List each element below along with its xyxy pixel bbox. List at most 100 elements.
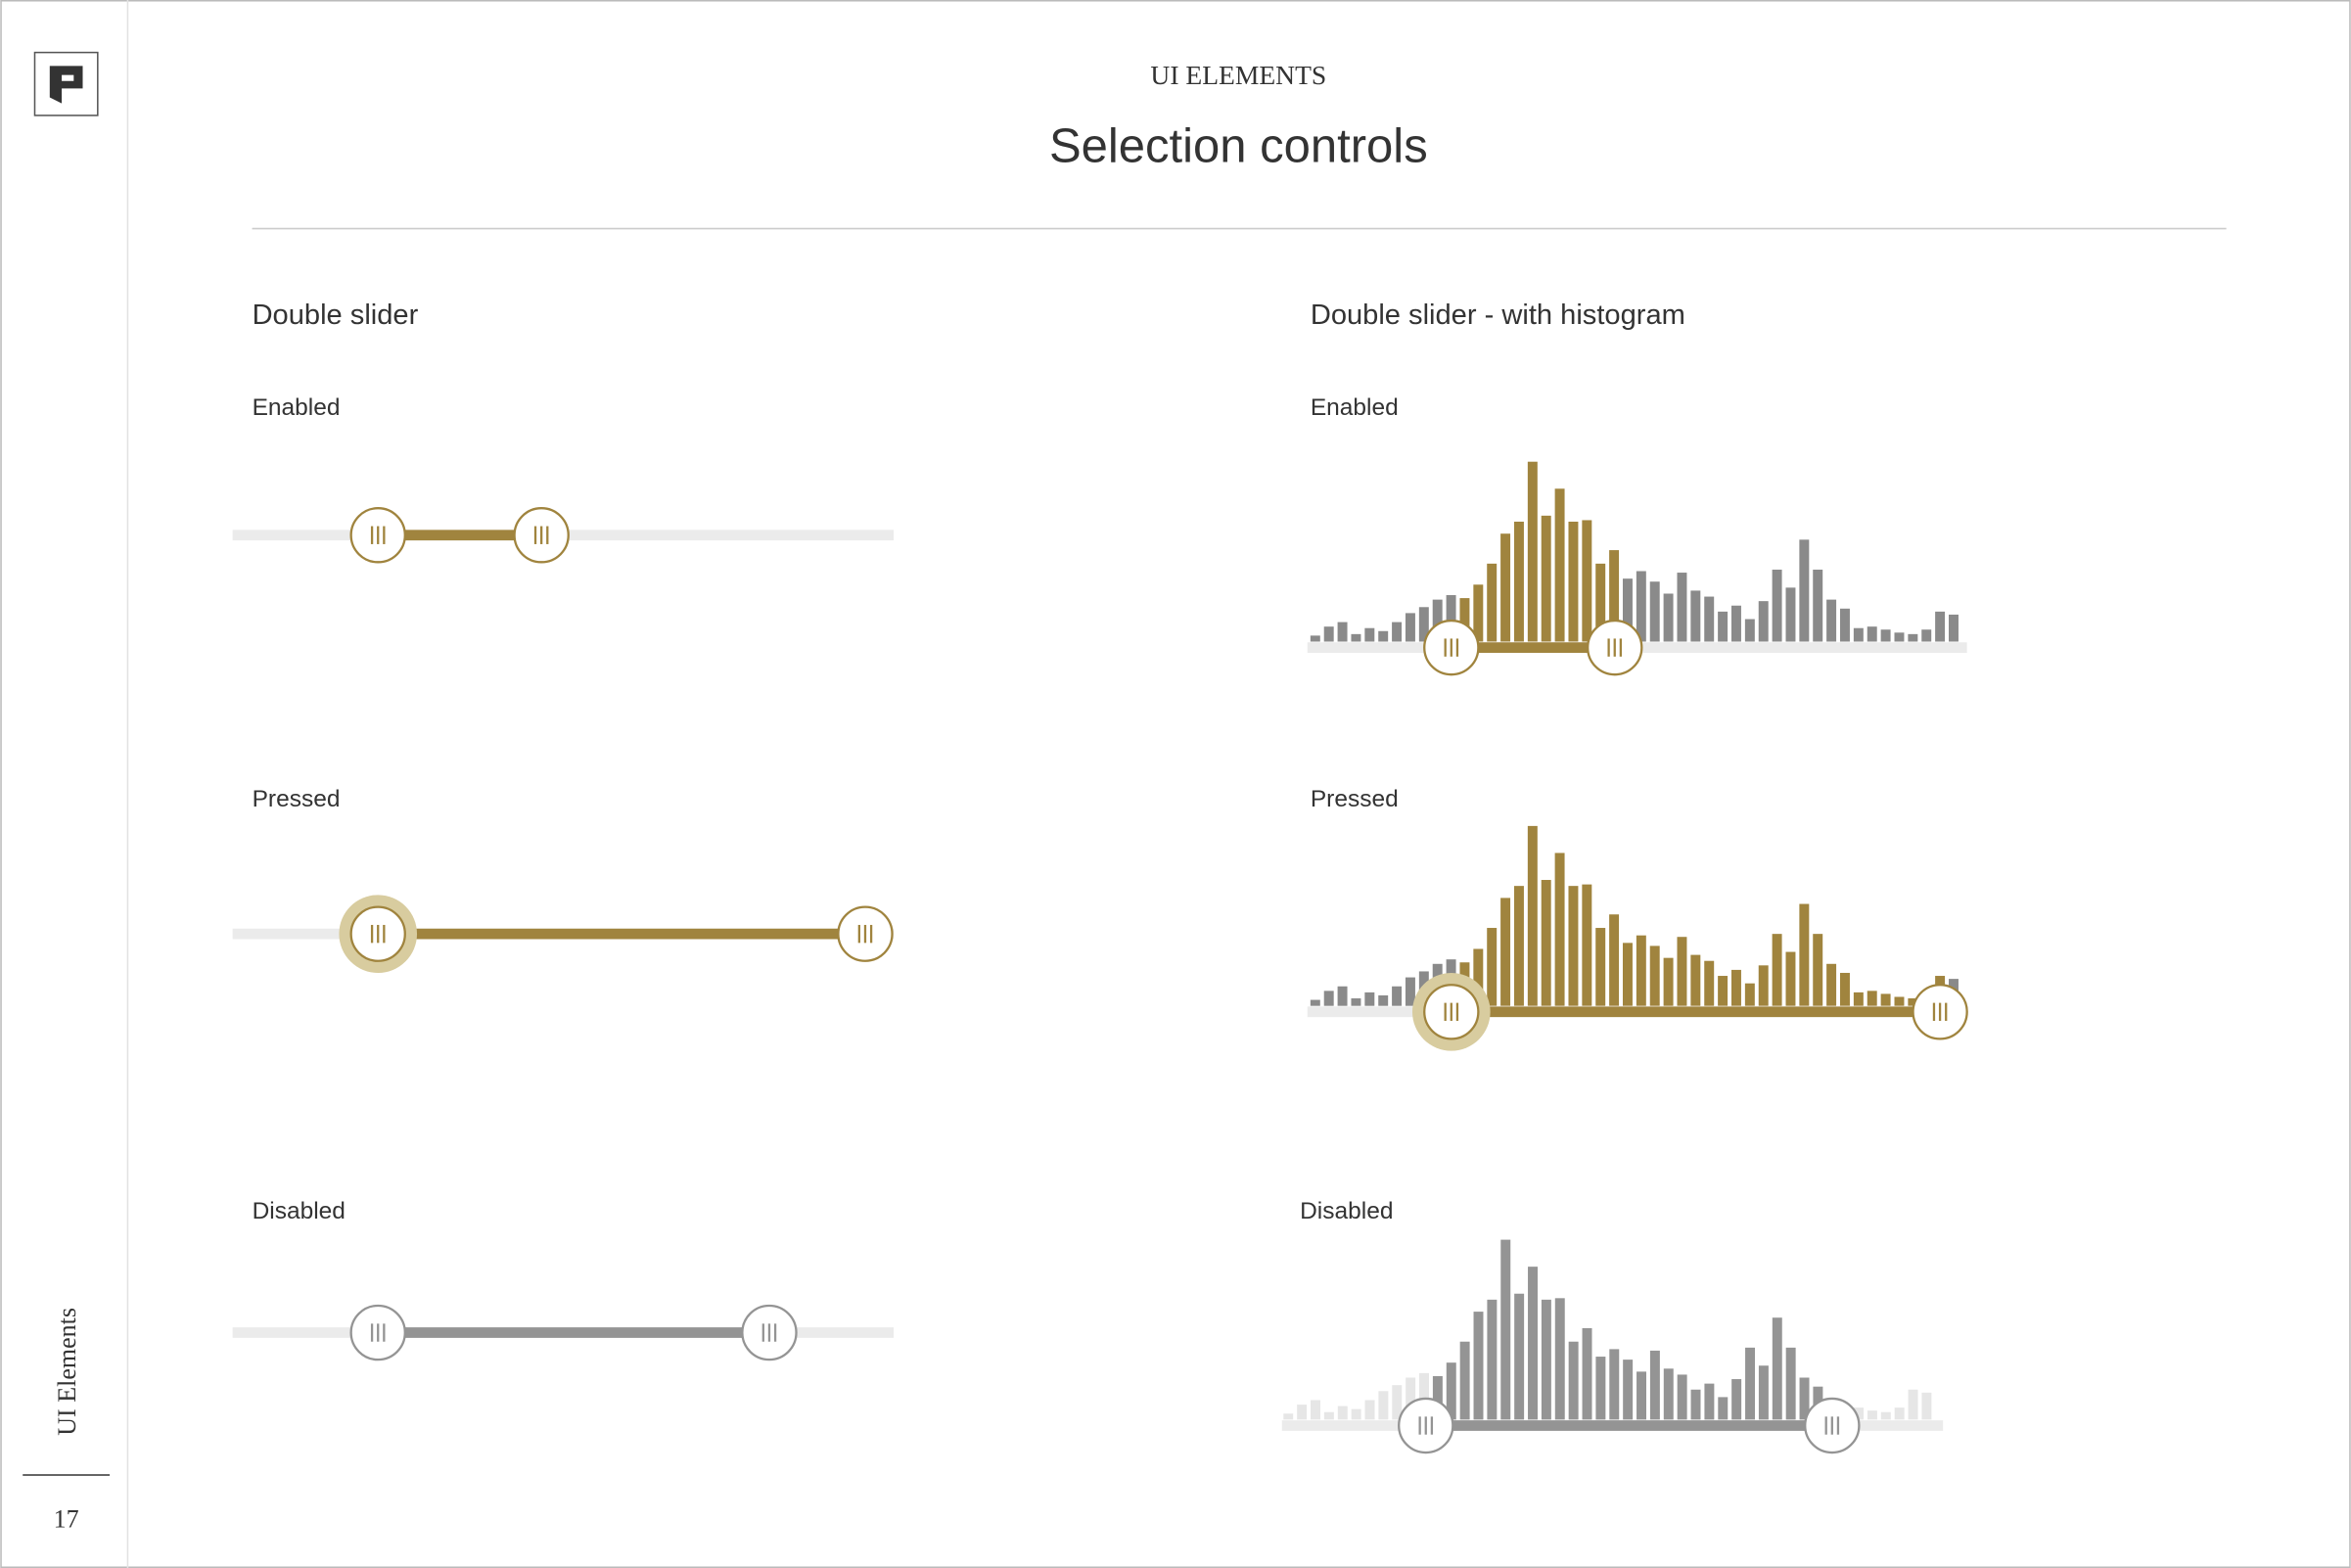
- histogram-bar: [1513, 521, 1524, 642]
- histogram-bar: [1636, 935, 1646, 1006]
- histogram-bar: [1323, 626, 1334, 642]
- histogram-bar: [1636, 571, 1646, 642]
- histogram-bar: [1663, 593, 1674, 642]
- histogram-bar: [1718, 1397, 1729, 1420]
- histogram-bar: [1839, 608, 1850, 642]
- histogram-bar: [1473, 948, 1484, 1006]
- histogram-bar: [1432, 599, 1443, 642]
- histogram-bar: [1649, 1350, 1660, 1420]
- histogram-bar: [1949, 614, 1959, 642]
- histogram-bar: [1568, 1341, 1579, 1420]
- histogram-bar: [1392, 1385, 1403, 1420]
- histogram-bar: [1500, 533, 1511, 642]
- histogram-bar: [1528, 1267, 1538, 1420]
- histogram-bar: [1649, 945, 1660, 1006]
- logo-mark[interactable]: [49, 66, 83, 104]
- histogram-bar: [1867, 626, 1877, 642]
- histogram-bar: [1880, 1411, 1891, 1420]
- histogram-bar: [1527, 461, 1538, 642]
- histogram-bar: [1364, 1400, 1375, 1420]
- histogram-bar: [1595, 1357, 1606, 1420]
- histogram-bar: [1744, 983, 1755, 1006]
- histogram-bar: [1935, 611, 1946, 642]
- state-label: Enabled: [1311, 394, 1399, 421]
- histogram-bar: [1364, 627, 1375, 642]
- histogram-bar: [1745, 1347, 1756, 1420]
- histogram-bar: [1690, 590, 1701, 642]
- histogram-bar: [1894, 1407, 1905, 1420]
- histogram-bar: [1378, 630, 1389, 642]
- histogram-bar: [1649, 581, 1660, 642]
- histogram-bar: [1826, 963, 1837, 1006]
- histogram-bar: [1799, 539, 1810, 642]
- histogram-bar: [1283, 1413, 1294, 1420]
- histogram-bar: [1663, 1368, 1674, 1420]
- histogram-bar: [1378, 1391, 1389, 1420]
- histogram-bar: [1568, 886, 1579, 1006]
- histogram-bar: [1392, 986, 1403, 1006]
- histogram-bar: [1595, 563, 1606, 642]
- histogram-bar: [1446, 595, 1456, 642]
- histogram-bar: [1799, 1377, 1810, 1420]
- state-label: Disabled: [253, 1198, 346, 1224]
- histogram-bar: [1405, 613, 1415, 642]
- histogram-bar: [1554, 488, 1565, 642]
- histogram-bar: [1867, 1410, 1877, 1420]
- state-label: Enabled: [253, 394, 341, 421]
- histogram-bar: [1622, 943, 1633, 1006]
- histogram-bar: [1758, 601, 1769, 642]
- logo[interactable]: [33, 51, 99, 116]
- histogram-bar: [1758, 965, 1769, 1006]
- histogram-bar: [1568, 521, 1579, 642]
- histogram-bar: [1839, 972, 1850, 1006]
- histogram-bar: [1921, 629, 1932, 642]
- histogram-bar: [1582, 884, 1592, 1006]
- histogram-bar: [1500, 1239, 1511, 1420]
- column-title: Double slider - with histogram: [1311, 300, 1685, 331]
- histogram-bar: [1406, 1377, 1416, 1420]
- histogram-bar: [1392, 622, 1403, 642]
- histogram-bar: [1785, 1347, 1796, 1420]
- histogram-bar: [1351, 633, 1361, 642]
- histogram-bar: [1744, 619, 1755, 642]
- histogram-bar: [1704, 1383, 1715, 1420]
- histogram-bar: [1813, 569, 1823, 642]
- histogram-bar: [1718, 976, 1729, 1006]
- histogram-bar: [1908, 1389, 1918, 1420]
- histogram-bar: [1772, 569, 1782, 642]
- histogram-bar: [1731, 1379, 1742, 1420]
- histogram-bar: [1582, 1327, 1592, 1420]
- histogram-bar: [1677, 573, 1687, 642]
- histogram-bar: [1921, 1392, 1932, 1420]
- histogram-bar: [1487, 1299, 1498, 1420]
- page-number: 17: [54, 1505, 79, 1534]
- histogram-bar: [1623, 1360, 1634, 1420]
- section-label: UI ELEMENTS: [1150, 60, 1326, 90]
- histogram-bar: [1677, 937, 1687, 1006]
- histogram-bar: [1704, 960, 1715, 1006]
- histogram-bar: [1432, 1375, 1443, 1420]
- histogram-bar: [1473, 584, 1484, 642]
- histogram-bar: [1908, 633, 1918, 642]
- histogram-bar: [1853, 992, 1864, 1006]
- histogram-bar: [1854, 1407, 1865, 1420]
- histogram-bar: [1894, 632, 1905, 642]
- histogram-bar: [1554, 1298, 1565, 1420]
- histogram-bar: [1718, 611, 1729, 642]
- sidebar-label: UI Elements: [53, 1308, 81, 1436]
- histogram-bar: [1473, 1312, 1484, 1420]
- histogram-bar: [1378, 994, 1389, 1006]
- histogram-bar: [1323, 1411, 1334, 1420]
- histogram-bar: [1487, 928, 1498, 1006]
- state-label: Disabled: [1300, 1198, 1393, 1224]
- histogram-bar: [1772, 934, 1782, 1006]
- histogram-bar: [1609, 914, 1620, 1006]
- histogram-bar: [1419, 1372, 1429, 1420]
- histogram-bar: [1785, 951, 1796, 1006]
- histogram-bar: [1310, 635, 1320, 642]
- histogram-bar: [1867, 991, 1877, 1006]
- histogram-bar: [1609, 550, 1620, 642]
- state-label: Pressed: [253, 786, 341, 812]
- histogram-bar: [1813, 934, 1823, 1006]
